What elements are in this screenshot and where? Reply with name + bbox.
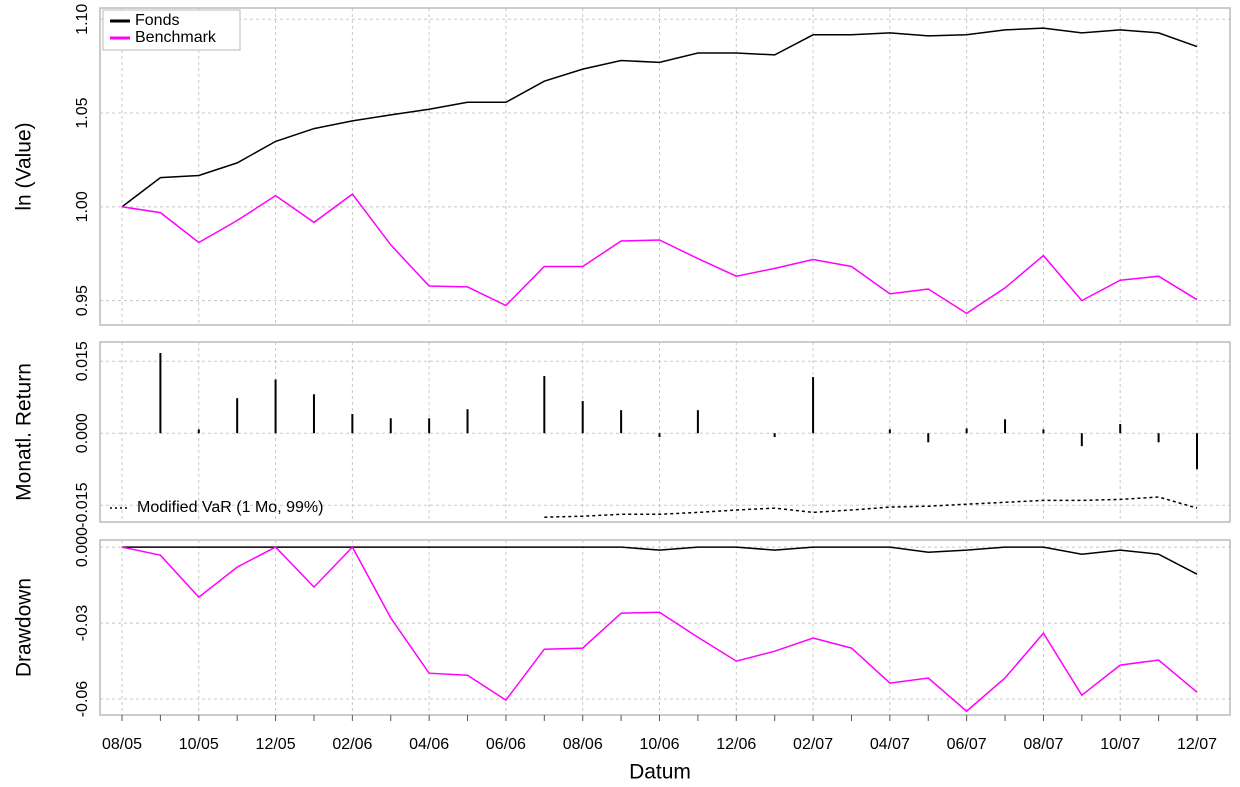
- bar: [965, 428, 968, 434]
- x-tick-label: 10/07: [1100, 736, 1140, 753]
- x-tick-label: 06/07: [947, 736, 987, 753]
- bar: [1119, 424, 1122, 434]
- bar: [581, 401, 584, 434]
- x-tick-label: 08/06: [563, 736, 603, 753]
- line-series: [121, 193, 1198, 315]
- y-axis-title: Drawdown: [13, 578, 36, 677]
- bar: [620, 410, 623, 434]
- bar: [159, 353, 162, 434]
- bar: [1157, 433, 1160, 443]
- bar: [658, 433, 661, 438]
- legend-box: [102, 9, 241, 51]
- x-tick-label: 10/06: [639, 736, 679, 753]
- bar: [1080, 433, 1083, 447]
- bar: [312, 394, 315, 434]
- y-tick-label: 0.95: [74, 285, 91, 316]
- bar: [1042, 429, 1045, 434]
- bar: [888, 429, 891, 434]
- var-line: [544, 496, 1198, 518]
- line-series: [122, 546, 1198, 575]
- bar: [466, 409, 469, 434]
- x-tick-label: 08/07: [1023, 736, 1063, 753]
- legend-label: Benchmark: [135, 29, 217, 46]
- x-tick-label: 02/06: [332, 736, 372, 753]
- bar: [428, 418, 431, 434]
- x-tick-label: 08/05: [102, 736, 142, 753]
- y-tick-label: 0.000: [74, 527, 91, 567]
- x-tick-label: 10/05: [179, 736, 219, 753]
- panel-frame: [99, 341, 1231, 523]
- y-tick-label: 1.00: [74, 191, 91, 222]
- x-tick-label: 02/07: [793, 736, 833, 753]
- bar: [1004, 419, 1007, 434]
- panel-frame: [99, 539, 1231, 716]
- bar: [197, 429, 200, 434]
- bar: [696, 410, 699, 434]
- bar: [812, 377, 815, 434]
- y-tick-label: 0.015: [74, 341, 91, 381]
- y-tick-label: -0.03: [74, 605, 91, 642]
- x-tick-label: 12/07: [1177, 736, 1217, 753]
- y-axis-title: ln (Value): [13, 122, 36, 210]
- y-tick-label: 1.10: [74, 4, 91, 35]
- x-tick-label: 04/06: [409, 736, 449, 753]
- line-series: [121, 545, 1198, 713]
- bar: [927, 433, 930, 443]
- panel-frame: [99, 7, 1231, 326]
- y-tick-label: -0.015: [74, 482, 91, 527]
- y-axis-title: Monatl. Return: [13, 363, 36, 501]
- bar: [1196, 433, 1198, 470]
- x-tick-label: 12/05: [256, 736, 296, 753]
- x-tick-label: 12/06: [716, 736, 756, 753]
- bar: [773, 433, 776, 438]
- bar: [351, 414, 354, 434]
- line-series: [121, 27, 1198, 208]
- y-tick-label: 1.05: [74, 97, 91, 128]
- legend-label: Modified VaR (1 Mo, 99%): [137, 499, 323, 516]
- y-tick-label: -0.06: [74, 681, 91, 718]
- bar: [274, 379, 277, 434]
- legend-label: Fonds: [135, 12, 179, 29]
- y-tick-label: 0.000: [74, 413, 91, 453]
- bar: [236, 398, 239, 434]
- bar: [389, 418, 392, 434]
- x-tick-label: 06/06: [486, 736, 526, 753]
- x-tick-label: 04/07: [870, 736, 910, 753]
- bar: [543, 376, 546, 434]
- x-axis-title: Datum: [629, 761, 691, 784]
